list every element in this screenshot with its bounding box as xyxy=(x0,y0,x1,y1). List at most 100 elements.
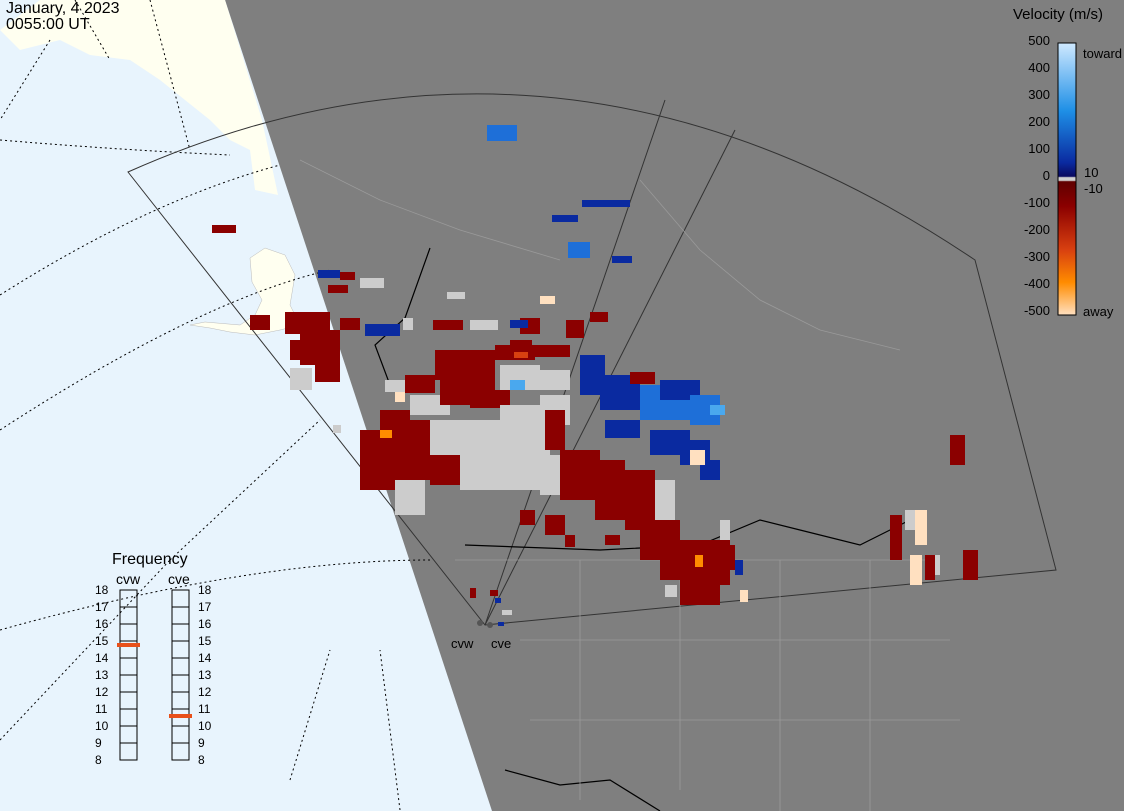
graticule xyxy=(0,0,431,811)
velocity-cell xyxy=(595,460,625,520)
freq-tick-left: 13 xyxy=(95,668,109,682)
velocity-cell xyxy=(568,242,590,258)
legend-minus10-label: -10 xyxy=(1084,181,1103,196)
velocity-cell xyxy=(910,555,922,585)
velocity-cell xyxy=(315,360,340,382)
freq-tick-right: 9 xyxy=(198,736,205,750)
velocity-cell xyxy=(360,278,384,288)
velocity-cell xyxy=(470,390,510,408)
velocity-cell xyxy=(495,598,501,603)
velocity-cell xyxy=(340,318,360,330)
velocity-cell xyxy=(333,425,341,433)
velocity-cell xyxy=(290,368,312,390)
freq-tick-left: 16 xyxy=(95,617,109,631)
velocity-cell xyxy=(963,550,978,580)
freq-tick-right: 14 xyxy=(198,651,212,665)
velocity-cell xyxy=(925,555,935,580)
velocity-cell xyxy=(935,555,940,575)
velocity-tick: -100 xyxy=(1023,195,1050,210)
velocity-cell xyxy=(400,420,430,480)
cve-frequency-marker xyxy=(169,714,192,718)
velocity-cell xyxy=(905,510,915,530)
velocity-tick: 300 xyxy=(1028,87,1050,102)
velocity-cell xyxy=(545,410,565,450)
freq-tick-right: 8 xyxy=(198,753,205,767)
freq-tick-right: 17 xyxy=(198,600,212,614)
time-label: 0055:00 UT xyxy=(6,16,90,33)
velocity-cell xyxy=(552,215,578,222)
velocity-cell xyxy=(285,312,330,334)
velocity-cell xyxy=(740,590,748,602)
velocity-cell xyxy=(582,200,630,207)
freq-tick-left: 15 xyxy=(95,634,109,648)
velocity-cell xyxy=(510,320,528,328)
velocity-tick: -200 xyxy=(1023,222,1050,237)
velocity-cell xyxy=(318,270,340,278)
velocity-cell xyxy=(385,380,405,392)
velocity-cell xyxy=(405,375,435,393)
velocity-cell xyxy=(612,256,632,263)
velocity-tick: 0 xyxy=(1042,168,1050,183)
freq-tick-right: 15 xyxy=(198,634,212,648)
velocity-cell xyxy=(915,510,927,545)
velocity-cell xyxy=(470,320,498,330)
freq-tick-left: 18 xyxy=(95,583,109,597)
velocity-cell xyxy=(403,318,413,330)
velocity-tick: 400 xyxy=(1028,60,1050,75)
velocity-cell xyxy=(490,590,498,596)
velocity-tick: -500 xyxy=(1023,303,1050,318)
freq-tick-right: 13 xyxy=(198,668,212,682)
velocity-cell xyxy=(720,520,730,540)
velocity-cells xyxy=(212,125,978,626)
freq-tick-left: 9 xyxy=(95,736,102,750)
velocity-cell xyxy=(514,352,528,358)
velocity-cell xyxy=(590,312,608,322)
freq-tick-right: 12 xyxy=(198,685,212,699)
alaska-land xyxy=(0,0,278,195)
velocity-cell xyxy=(530,345,570,357)
legend-plus10-label: 10 xyxy=(1084,165,1099,180)
velocity-cell xyxy=(487,125,517,141)
velocity-cell xyxy=(630,372,655,384)
velocity-cell xyxy=(545,515,565,535)
velocity-cell xyxy=(890,515,902,560)
velocity-cell xyxy=(665,585,677,597)
velocity-cell xyxy=(470,588,476,598)
velocity-cell xyxy=(498,622,504,626)
velocity-cell xyxy=(510,380,525,390)
freq-tick-right: 10 xyxy=(198,719,212,733)
velocity-cell xyxy=(560,450,600,500)
velocity-cell xyxy=(447,292,465,299)
freq-radar-cve: cve xyxy=(168,571,190,587)
freq-tick-left: 8 xyxy=(95,753,102,767)
freq-tick-right: 11 xyxy=(198,702,211,716)
velocity-cell xyxy=(340,272,355,280)
velocity-cell xyxy=(380,430,392,438)
frequency-title: Frequency xyxy=(112,551,188,568)
date-label: January, 4 2023 xyxy=(6,0,120,17)
freq-tick-right: 16 xyxy=(198,617,212,631)
velocity-cell xyxy=(502,610,512,615)
legend-away-label: away xyxy=(1083,304,1114,319)
velocity-cell xyxy=(500,440,540,490)
cvw-frequency-marker xyxy=(117,643,140,647)
freq-tick-left: 17 xyxy=(95,600,109,614)
velocity-cell xyxy=(605,420,640,438)
station-cve-marker xyxy=(487,622,493,628)
velocity-cell xyxy=(710,405,725,415)
velocity-cell xyxy=(735,560,743,575)
station-cvw-marker xyxy=(477,620,483,626)
freq-tick-left: 14 xyxy=(95,651,109,665)
velocity-tick: -400 xyxy=(1023,276,1050,291)
freq-tick-right: 18 xyxy=(198,583,212,597)
velocity-cell xyxy=(290,340,308,360)
freq-tick-left: 12 xyxy=(95,685,109,699)
freq-radar-cvw: cvw xyxy=(116,571,141,587)
velocity-cell xyxy=(950,435,965,465)
station-cve-label: cve xyxy=(491,636,512,651)
alaska-peninsula xyxy=(189,247,301,336)
velocity-cell xyxy=(395,480,425,515)
velocity-cell xyxy=(566,320,584,338)
velocity-cell xyxy=(212,225,236,233)
